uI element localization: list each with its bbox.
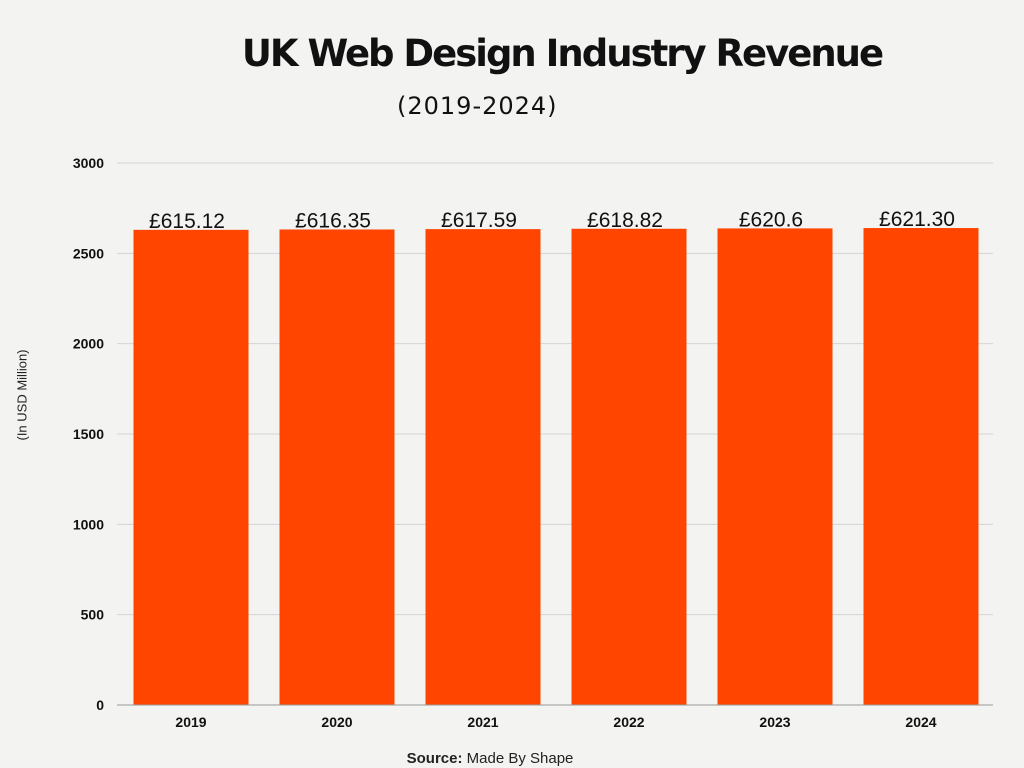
bar [863, 228, 979, 706]
bar [425, 229, 541, 705]
source-label: Source: [406, 750, 463, 767]
y-tick-label: 3000 [73, 155, 104, 171]
chart-subtitle: (2019-2024) [397, 92, 558, 120]
bar [133, 229, 249, 705]
data-label: £618.82 [587, 209, 663, 232]
x-tick-label: 2023 [759, 714, 790, 730]
data-label: £616.35 [295, 209, 371, 232]
y-tick-label: 2500 [73, 245, 104, 261]
x-tick-label: 2022 [613, 714, 644, 730]
data-label: £617.59 [441, 209, 517, 232]
x-tick-label: 2021 [467, 714, 498, 730]
data-label: £620.6 [739, 208, 803, 231]
data-label: £615.12 [149, 210, 225, 233]
y-tick-label: 500 [81, 607, 105, 623]
bar [279, 229, 395, 705]
data-label: £621.30 [879, 208, 955, 231]
x-tick-label: 2020 [321, 714, 352, 730]
bar [717, 228, 833, 705]
source-text: Made By Shape [466, 750, 574, 767]
x-tick-label: 2024 [905, 714, 936, 730]
bar [571, 228, 687, 705]
y-tick-label: 1500 [73, 426, 104, 442]
y-tick-label: 1000 [73, 516, 104, 532]
y-tick-label: 2000 [73, 336, 104, 352]
source-note: Source: Made By Shape [0, 750, 980, 767]
x-tick-label: 2019 [175, 714, 206, 730]
y-tick-label: 0 [96, 697, 104, 713]
chart-title: UK Web Design Industry Revenue [241, 32, 884, 75]
